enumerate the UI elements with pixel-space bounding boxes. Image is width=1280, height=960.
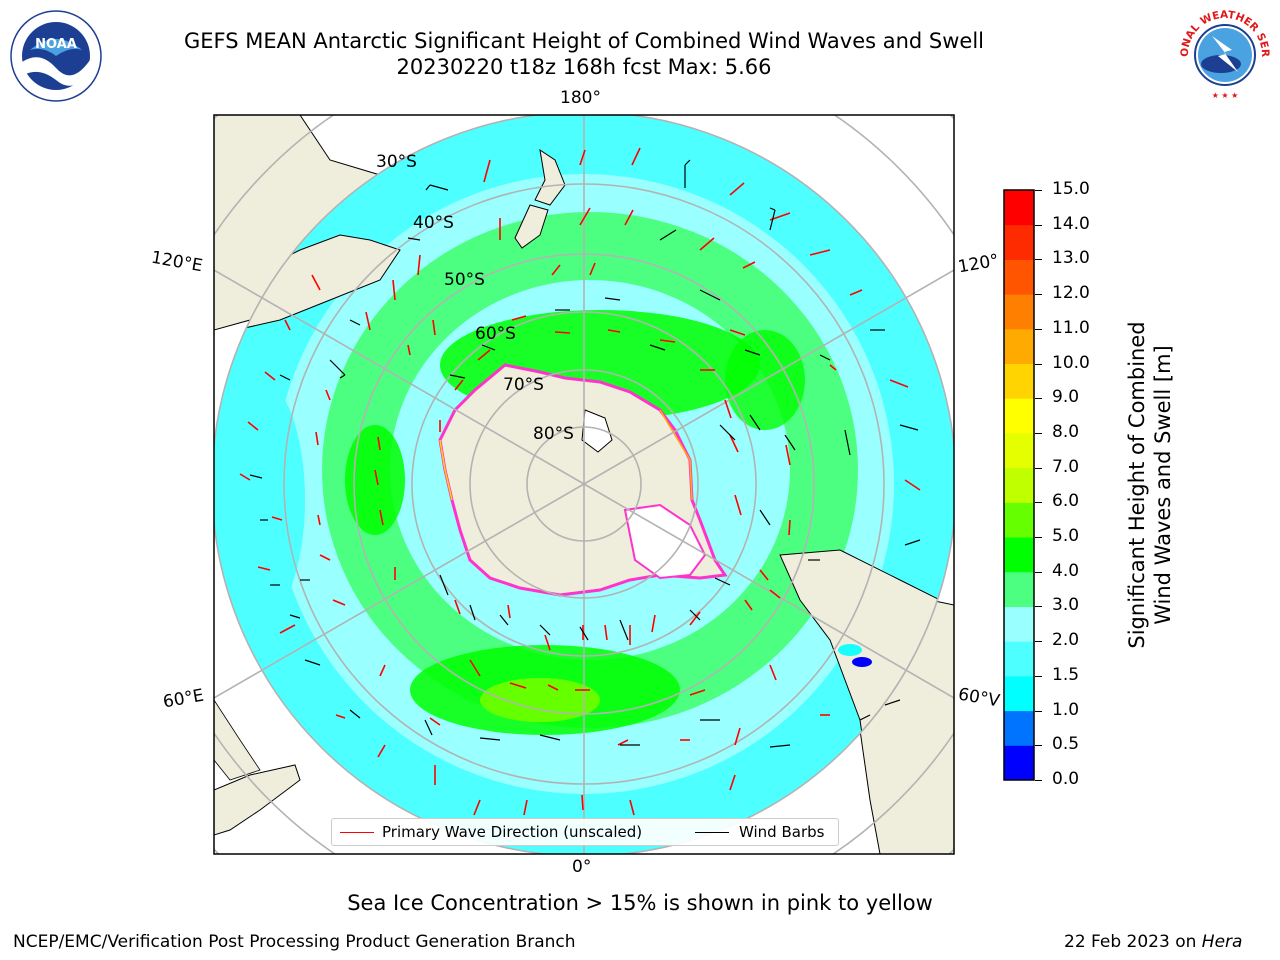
colorbar-tick-label: 7.0 bbox=[1052, 456, 1080, 477]
sea-ice-caption: Sea Ice Concentration > 15% is shown in … bbox=[347, 891, 933, 915]
colorbar-tick-mark bbox=[1035, 259, 1042, 261]
colorbar-tick-mark bbox=[1035, 641, 1042, 643]
wind-barb-legend-label: Wind Barbs bbox=[739, 823, 825, 841]
colorbar-tick-label: 15.0 bbox=[1052, 179, 1090, 199]
colorbar-tick-label: 9.0 bbox=[1052, 387, 1080, 408]
colorbar-tick-mark bbox=[1035, 502, 1042, 504]
colorbar-title: Significant Height of Combined Wind Wave… bbox=[1124, 265, 1176, 705]
lon-label-180: 180° bbox=[560, 88, 601, 108]
wind-barb-legend-line bbox=[695, 832, 729, 833]
footer-machine: Hera bbox=[1201, 932, 1243, 952]
map-subtitle: 20230220 t18z 168h fcst Max: 5.66 bbox=[396, 55, 772, 79]
colorbar-segment bbox=[1004, 502, 1034, 538]
colorbar-scale bbox=[1003, 189, 1035, 781]
colorbar-title-line2: Wind Waves and Swell [m] bbox=[1151, 345, 1175, 625]
wave-direction-arrows bbox=[239, 147, 921, 816]
colorbar-segment bbox=[1004, 467, 1034, 503]
colorbar-tick-mark bbox=[1035, 537, 1042, 539]
colorbar-segment bbox=[1004, 710, 1034, 746]
colorbar-tick-label: 13.0 bbox=[1052, 248, 1090, 269]
colorbar-tick-label: 0.5 bbox=[1052, 734, 1080, 755]
lat-label-30s: 30°S bbox=[376, 152, 417, 172]
colorbar-tick-label: 4.0 bbox=[1052, 560, 1080, 581]
colorbar-tick-label: 3.0 bbox=[1052, 595, 1080, 616]
colorbar-segment bbox=[1004, 363, 1034, 399]
wave-direction-legend-line bbox=[340, 832, 374, 833]
colorbar-segment bbox=[1004, 606, 1034, 642]
colorbar-segment bbox=[1004, 224, 1034, 260]
lat-label-40s: 40°S bbox=[413, 213, 454, 233]
footer-date-text: 22 Feb 2023 on bbox=[1064, 932, 1202, 952]
colorbar-tick-label: 8.0 bbox=[1052, 421, 1080, 442]
lat-label-70s: 70°S bbox=[503, 375, 544, 395]
colorbar-tick-mark bbox=[1035, 363, 1042, 365]
colorbar-tick-mark bbox=[1035, 294, 1042, 296]
colorbar-tick-label: 6.0 bbox=[1052, 491, 1080, 512]
colorbar-segment bbox=[1004, 398, 1034, 434]
colorbar-tick-mark bbox=[1035, 467, 1042, 469]
lat-label-50s: 50°S bbox=[444, 270, 485, 290]
colorbar-segment bbox=[1004, 328, 1034, 365]
colorbar-tick-mark bbox=[1035, 328, 1042, 330]
wave-direction-legend-label: Primary Wave Direction (unscaled) bbox=[382, 823, 643, 841]
svg-text:★ ★ ★: ★ ★ ★ bbox=[1212, 91, 1239, 100]
colorbar-tick-mark bbox=[1035, 745, 1042, 747]
noaa-logo-text: NOAA bbox=[35, 37, 77, 52]
land-africa-west bbox=[214, 699, 261, 781]
colorbar-tick-label: 2.0 bbox=[1052, 630, 1080, 651]
colorbar-segment bbox=[1004, 294, 1034, 330]
lat-label-60s: 60°S bbox=[475, 324, 516, 344]
footer-branch: NCEP/EMC/Verification Post Processing Pr… bbox=[13, 932, 576, 952]
land-southern-africa bbox=[214, 764, 301, 836]
colorbar-tick-mark bbox=[1035, 780, 1042, 781]
colorbar-tick-label: 10.0 bbox=[1052, 352, 1090, 373]
colorbar-tick-mark bbox=[1035, 571, 1042, 573]
nws-logo: NATIONAL WEATHER SERVICE ★ ★ ★ bbox=[1176, 6, 1271, 101]
colorbar-title-line1: Significant Height of Combined bbox=[1125, 321, 1149, 649]
lon-label-0: 0° bbox=[572, 857, 592, 877]
colorbar-tick-label: 1.0 bbox=[1052, 699, 1080, 720]
colorbar-tick-label: 14.0 bbox=[1052, 213, 1090, 234]
colorbar-tick-label: 12.0 bbox=[1052, 283, 1090, 304]
colorbar-tick-label: 5.0 bbox=[1052, 526, 1080, 547]
colorbar-tick-label: 1.5 bbox=[1052, 664, 1080, 685]
colorbar-tick-mark bbox=[1035, 398, 1042, 400]
colorbar-tick-mark bbox=[1035, 224, 1042, 226]
colorbar-segment bbox=[1004, 745, 1034, 781]
colorbar-tick-label: 11.0 bbox=[1052, 317, 1090, 338]
colorbar-segment bbox=[1004, 537, 1034, 573]
colorbar-tick-mark bbox=[1035, 710, 1042, 712]
wind-barbs bbox=[249, 159, 921, 748]
colorbar-tick-mark bbox=[1035, 190, 1042, 191]
colorbar-segment bbox=[1004, 190, 1034, 226]
colorbar-tick-label: 0.0 bbox=[1052, 769, 1080, 789]
footer-date: 22 Feb 2023 on Hera bbox=[1064, 932, 1242, 952]
colorbar-segment bbox=[1004, 675, 1034, 712]
colorbar-segment bbox=[1004, 571, 1034, 607]
map-title: GEFS MEAN Antarctic Significant Height o… bbox=[183, 29, 985, 53]
noaa-logo: NOAA bbox=[10, 10, 102, 102]
map-legend: Primary Wave Direction (unscaled) Wind B… bbox=[331, 818, 839, 846]
colorbar-tick-mark bbox=[1035, 675, 1042, 677]
colorbar-segment bbox=[1004, 432, 1034, 469]
colorbar-segment bbox=[1004, 641, 1034, 677]
lat-label-80s: 80°S bbox=[533, 424, 574, 444]
land-new-zealand bbox=[514, 148, 566, 249]
colorbar-segment bbox=[1004, 259, 1034, 295]
colorbar-tick-mark bbox=[1035, 432, 1042, 434]
colorbar-tick-mark bbox=[1035, 606, 1042, 608]
